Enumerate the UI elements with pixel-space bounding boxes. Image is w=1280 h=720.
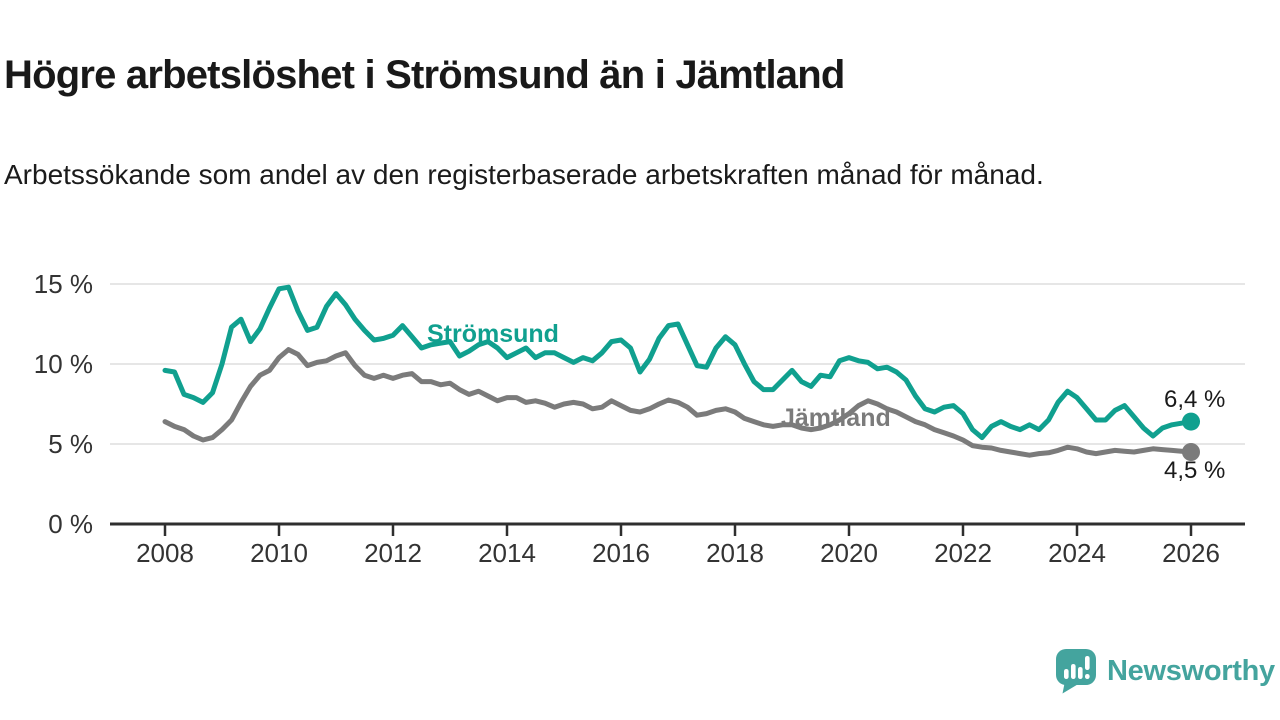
y-tick-label: 10 % xyxy=(34,349,93,379)
y-tick-label: 0 % xyxy=(48,509,93,539)
newsworthy-wordmark: Newsworthy xyxy=(1107,654,1275,687)
speech-bubble-bar-chart-icon xyxy=(1056,649,1096,694)
end-dot-Jämtland xyxy=(1182,443,1201,461)
series-label-stromsund: Strömsund xyxy=(427,320,559,348)
x-tick-label: 2008 xyxy=(136,538,194,568)
y-tick-label: 15 % xyxy=(34,269,93,299)
x-tick-label: 2024 xyxy=(1048,538,1106,568)
end-value-label-stromsund: 6,4 % xyxy=(1164,386,1226,413)
newsworthy-logo: Newsworthy xyxy=(1054,648,1275,694)
x-tick-label: 2020 xyxy=(820,538,878,568)
x-tick-label: 2012 xyxy=(364,538,422,568)
x-tick-label: 2018 xyxy=(706,538,764,568)
x-tick-label: 2010 xyxy=(250,538,308,568)
y-tick-label: 5 % xyxy=(48,429,93,459)
x-tick-label: 2026 xyxy=(1162,538,1220,568)
series-line-Jämtland xyxy=(162,347,1194,458)
x-tick-label: 2022 xyxy=(934,538,992,568)
x-tick-label: 2014 xyxy=(478,538,536,568)
page-title: Högre arbetslöshet i Strömsund än i Jämt… xyxy=(4,52,845,97)
series-label-jamtland: Jämtland xyxy=(781,404,891,432)
series-line-Strömsund xyxy=(162,284,1194,441)
chart-subtitle: Arbetssökande som andel av den registerb… xyxy=(4,159,1044,190)
end-value-label-jamtland: 4,5 % xyxy=(1164,457,1226,484)
end-dot-Strömsund xyxy=(1182,412,1201,431)
x-tick-label: 2016 xyxy=(592,538,650,568)
